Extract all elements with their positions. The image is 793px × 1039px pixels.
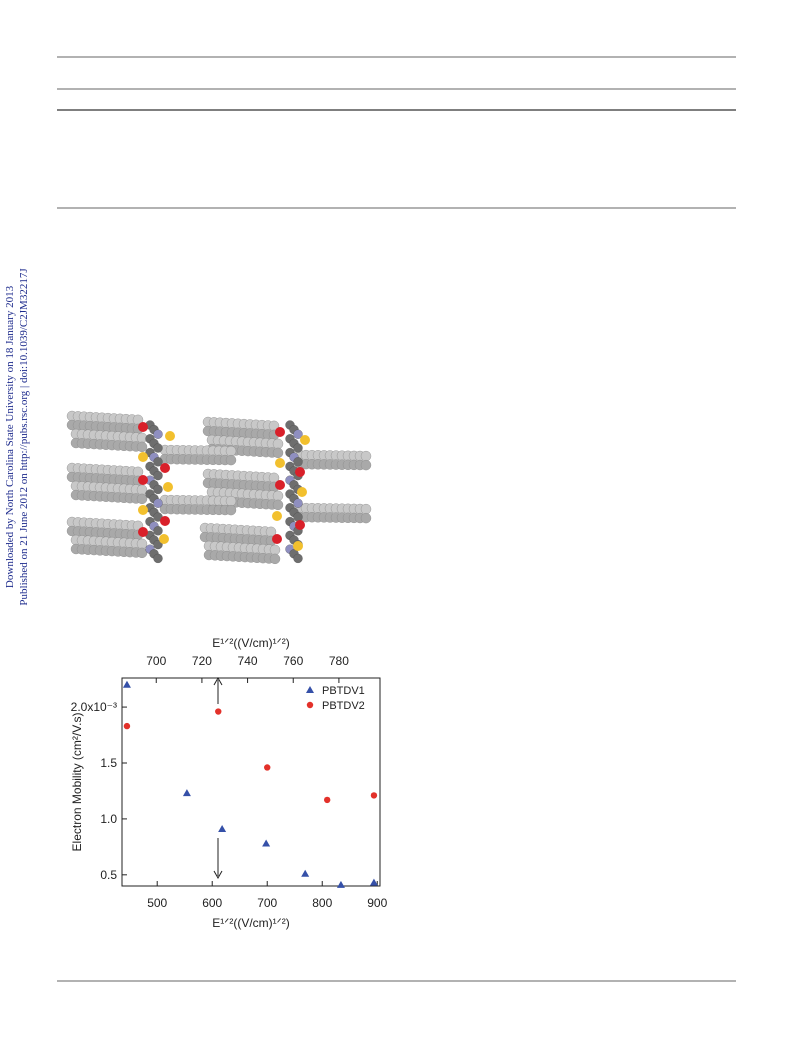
atom xyxy=(153,553,163,564)
atom xyxy=(153,484,163,495)
heteroatom xyxy=(138,452,148,462)
atom xyxy=(225,495,237,507)
legend-label: PBTDV1 xyxy=(322,685,365,697)
atom xyxy=(293,443,303,453)
y-tick-label: 0.5 xyxy=(100,868,117,882)
atom xyxy=(360,450,372,462)
atom xyxy=(360,459,372,471)
point xyxy=(336,880,345,888)
download-note: Downloaded by North Carolina State Unive… xyxy=(4,285,16,588)
legend-label: PBTDV2 xyxy=(322,700,365,712)
heteroatom xyxy=(275,458,285,468)
heteroatom xyxy=(138,505,148,515)
x-tick-label: 500 xyxy=(147,896,167,910)
x-axis-label: E¹ᐟ²((V/cm)¹ᐟ²) xyxy=(212,916,289,930)
x-tick-label: 800 xyxy=(312,896,332,910)
atom xyxy=(136,441,148,453)
atom xyxy=(269,553,281,565)
atom xyxy=(360,503,372,515)
x-tick-label: 900 xyxy=(367,896,387,910)
x2-tick-label: 760 xyxy=(283,654,303,668)
atom xyxy=(153,429,163,439)
point xyxy=(370,792,378,799)
heteroatom xyxy=(297,487,307,497)
atom xyxy=(153,470,163,481)
atom xyxy=(272,499,284,511)
atom xyxy=(293,429,303,439)
x2-tick-label: 780 xyxy=(329,654,349,668)
atom xyxy=(153,526,163,536)
molecular-packing-figure xyxy=(66,410,372,565)
atom xyxy=(225,504,237,516)
atom xyxy=(225,445,237,457)
x2-tick-label: 740 xyxy=(238,654,258,668)
x2-tick-label: 700 xyxy=(146,654,166,668)
atom xyxy=(360,512,372,524)
atom xyxy=(136,493,148,505)
chart: 500 600 700 800 900 700 720 740 760 780 0.5 1.0 1.5 2… xyxy=(70,636,388,930)
legend-marker xyxy=(306,686,314,693)
atom xyxy=(272,447,284,459)
atom xyxy=(136,538,148,550)
heteroatom xyxy=(300,435,310,445)
atom xyxy=(293,498,303,508)
heteroatom xyxy=(275,480,285,490)
y-axis-label: Electron Mobility (cm²/V.s) xyxy=(70,713,84,852)
point xyxy=(123,722,131,730)
heteroatom xyxy=(272,534,282,544)
atom xyxy=(269,544,281,556)
atom xyxy=(153,498,163,508)
atom xyxy=(153,443,163,453)
heteroatom xyxy=(160,463,170,473)
atom xyxy=(272,438,284,450)
atom xyxy=(293,457,303,467)
heteroatom xyxy=(138,422,148,432)
y-tick-label: 2.0x10⁻³ xyxy=(71,700,117,714)
heteroatom xyxy=(138,527,148,537)
x2-tick-label: 720 xyxy=(192,654,212,668)
atom xyxy=(153,539,163,550)
point xyxy=(262,839,271,847)
heteroatom xyxy=(165,431,175,441)
heteroatom xyxy=(160,516,170,526)
y-tick-label: 1.0 xyxy=(100,812,117,826)
arrows xyxy=(213,676,223,880)
heteroatom xyxy=(295,520,305,530)
heteroatom xyxy=(163,482,173,492)
heteroatom xyxy=(138,475,148,485)
point xyxy=(218,824,227,832)
publication-note: Published on 21 June 2012 on http://pubs… xyxy=(18,268,30,606)
heteroatom xyxy=(293,541,303,551)
point xyxy=(301,869,310,877)
point xyxy=(215,708,222,715)
x-tick-label: 700 xyxy=(257,896,277,910)
heteroatom xyxy=(295,467,305,477)
heteroatom xyxy=(275,427,285,437)
x-tick-label: 600 xyxy=(202,896,222,910)
point xyxy=(264,764,271,771)
atom xyxy=(153,457,163,467)
heteroatom xyxy=(159,534,169,544)
point xyxy=(182,789,191,797)
point xyxy=(369,878,378,886)
heteroatom xyxy=(272,511,282,521)
x2-axis-label: E¹ᐟ²((V/cm)¹ᐟ²) xyxy=(212,636,289,650)
atom xyxy=(136,547,148,559)
atom xyxy=(293,553,303,564)
plot-frame xyxy=(121,677,381,887)
atom xyxy=(225,454,237,466)
point xyxy=(323,796,331,804)
rules xyxy=(57,56,736,982)
legend-marker xyxy=(306,701,314,709)
y-tick-label: 1.5 xyxy=(100,756,117,770)
atom xyxy=(272,490,284,502)
point xyxy=(122,680,131,688)
arrow-head xyxy=(213,870,223,880)
